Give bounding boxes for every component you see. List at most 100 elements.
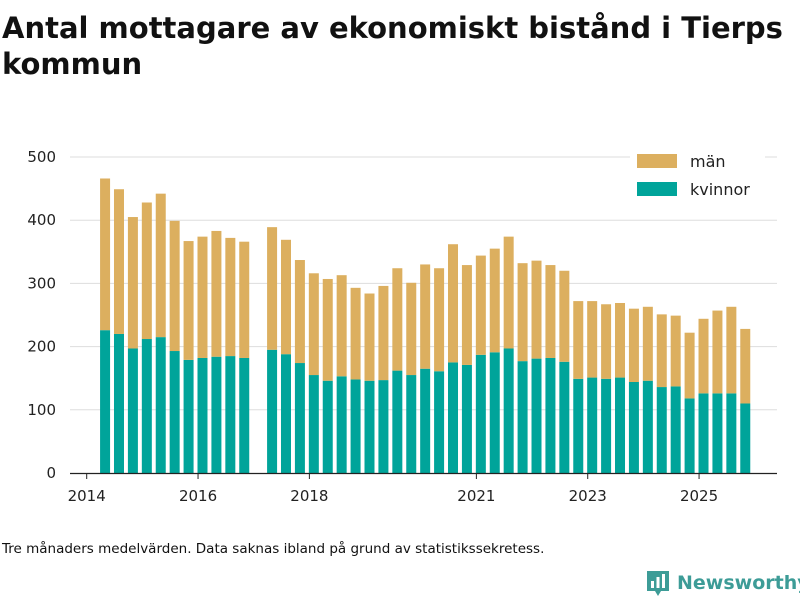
bar-kvinnor-14 (308, 375, 319, 473)
bars (100, 178, 751, 473)
x-tick-label-2025: 2025 (680, 487, 718, 505)
bar-kvinnor-15 (322, 380, 333, 473)
bar-kvinnor-22 (420, 368, 431, 473)
bar-man-10 (239, 241, 250, 358)
bar-man-2 (127, 217, 138, 349)
bar-man-25 (461, 265, 472, 365)
x-tick-label-2016: 2016 (179, 487, 217, 505)
y-tick-label-0: 0 (46, 464, 56, 482)
bar-kvinnor-32 (559, 361, 570, 473)
bar-man-6 (183, 241, 194, 360)
legend-label-0: män (690, 152, 726, 171)
bar-kvinnor-33 (573, 378, 584, 473)
bar-man-18 (364, 293, 375, 381)
y-tick-label-300: 300 (27, 274, 56, 292)
bar-man-29 (517, 263, 528, 362)
bar-kvinnor-42 (698, 393, 709, 473)
bar-man-11 (267, 227, 278, 350)
bar-kvinnor-34 (587, 377, 598, 473)
bar-man-23 (434, 268, 445, 372)
bar-man-34 (587, 301, 598, 378)
bar-man-17 (350, 287, 361, 380)
bar-kvinnor-30 (531, 358, 542, 473)
bar-kvinnor-5 (169, 351, 180, 473)
bar-kvinnor-26 (475, 354, 486, 473)
bar-kvinnor-8 (211, 356, 222, 473)
bar-kvinnor-43 (712, 393, 723, 473)
bar-man-13 (294, 260, 305, 364)
bar-man-4 (155, 193, 166, 338)
bar-man-15 (322, 278, 333, 381)
legend-swatch-1 (637, 182, 677, 196)
bar-kvinnor-7 (197, 357, 208, 473)
bar-man-27 (489, 248, 500, 353)
bar-man-30 (531, 260, 542, 359)
bar-kvinnor-40 (670, 386, 681, 473)
bar-man-3 (141, 202, 152, 340)
x-tick-label-2018: 2018 (290, 487, 328, 505)
bar-kvinnor-24 (448, 362, 459, 473)
bar-man-14 (308, 273, 319, 376)
bar-kvinnor-45 (740, 403, 751, 473)
bar-kvinnor-27 (489, 352, 500, 473)
bar-man-12 (280, 239, 291, 355)
bar-kvinnor-12 (280, 354, 291, 473)
bar-man-9 (225, 237, 236, 357)
bar-kvinnor-31 (545, 357, 556, 473)
bar-man-21 (406, 282, 417, 376)
bar-kvinnor-17 (350, 379, 361, 473)
bar-kvinnor-18 (364, 380, 375, 473)
bar-kvinnor-0 (100, 330, 111, 473)
bar-kvinnor-39 (656, 387, 667, 473)
bar-man-40 (670, 315, 681, 387)
bar-kvinnor-29 (517, 361, 528, 473)
bar-man-5 (169, 220, 180, 352)
legend-label-1: kvinnor (690, 180, 750, 199)
x-tick-label-2014: 2014 (68, 487, 106, 505)
bar-kvinnor-13 (294, 363, 305, 473)
bar-man-0 (100, 178, 111, 331)
bar-kvinnor-25 (461, 364, 472, 473)
x-tick-label-2021: 2021 (457, 487, 495, 505)
y-tick-label-100: 100 (27, 401, 56, 419)
chart-caption: Tre månaders medelvärden. Data saknas ib… (2, 541, 545, 557)
bar-kvinnor-20 (392, 370, 403, 473)
bar-man-39 (656, 314, 667, 388)
bar-man-33 (573, 301, 584, 379)
bar-kvinnor-9 (225, 356, 236, 473)
legend-swatch-0 (637, 154, 677, 168)
bar-kvinnor-6 (183, 359, 194, 473)
bar-kvinnor-44 (726, 393, 737, 473)
bar-kvinnor-3 (141, 339, 152, 473)
bar-chart-logo-icon (647, 571, 669, 596)
bar-kvinnor-28 (503, 348, 514, 473)
bar-kvinnor-36 (615, 377, 626, 473)
bar-man-24 (448, 244, 459, 363)
bar-man-22 (420, 264, 431, 369)
stacked-bar-chart: 0 100 200 300 400 500 2014 2016 2018 2021 2023 202… (27, 148, 777, 505)
bar-kvinnor-1 (113, 333, 124, 473)
bar-man-42 (698, 318, 709, 394)
bar-man-45 (740, 328, 751, 404)
bar-man-35 (601, 304, 612, 379)
bar-man-41 (684, 332, 695, 399)
bar-man-8 (211, 230, 222, 357)
bar-man-16 (336, 275, 347, 377)
bar-kvinnor-37 (628, 381, 639, 473)
x-axis: 2014 2016 2018 2021 2023 2025 (68, 472, 777, 505)
bar-man-28 (503, 236, 514, 349)
bar-kvinnor-19 (378, 380, 389, 473)
y-tick-label-500: 500 (27, 148, 56, 166)
bar-kvinnor-2 (127, 348, 138, 473)
bar-man-32 (559, 270, 570, 362)
brand-logo[interactable]: Newsworthy (645, 569, 800, 597)
legend: män kvinnor (630, 150, 765, 210)
bar-kvinnor-21 (406, 375, 417, 473)
bar-man-38 (642, 306, 653, 381)
bar-man-20 (392, 268, 403, 371)
bar-man-26 (475, 255, 486, 355)
x-tick-label-2023: 2023 (569, 487, 607, 505)
bar-kvinnor-35 (601, 378, 612, 473)
bar-man-36 (615, 302, 626, 378)
y-axis-tick-labels: 0 100 200 300 400 500 (27, 148, 56, 482)
